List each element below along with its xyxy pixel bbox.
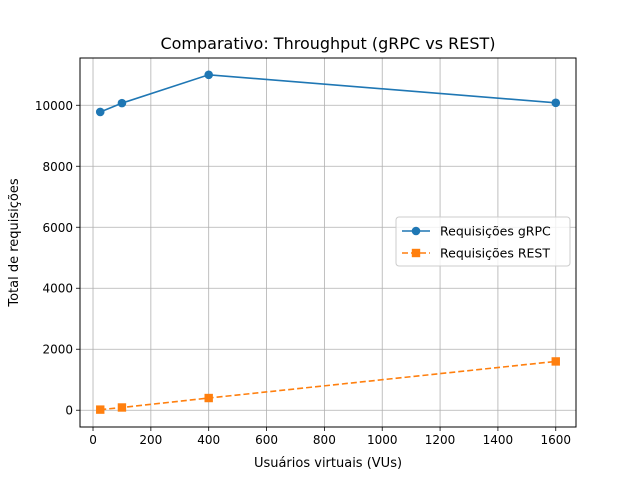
series-line-2 [100, 360, 556, 411]
legend-marker-2 [411, 248, 421, 258]
data-point-series-2 [96, 405, 105, 414]
y-tick-label: 0 [65, 404, 73, 418]
y-tick-label: 8000 [42, 160, 73, 174]
data-point-series-2 [551, 357, 560, 366]
y-tick-label: 4000 [42, 282, 73, 296]
legend-box [395, 216, 571, 267]
axis-ticks: 0 200 400 600 800 1000 1200 1400 1600 0 2000 4000 60… [35, 99, 571, 447]
x-tick-label: 800 [313, 433, 336, 447]
y-tick-label: 2000 [42, 343, 73, 357]
data-point-series-1 [551, 98, 561, 108]
data-point-series-2 [204, 393, 213, 403]
data-point-series-1 [95, 107, 105, 117]
x-tick-label: 1600 [540, 433, 571, 447]
grid [80, 58, 576, 427]
x-tick-label: 0 [89, 433, 97, 447]
x-tick-label: 1000 [367, 433, 398, 447]
plot-series [95, 70, 561, 414]
legend-label-1: Requisições gRPC [440, 224, 551, 239]
x-tick-label: 600 [255, 433, 278, 447]
y-axis-label: Total de requisições [7, 178, 22, 308]
x-tick-label: 200 [139, 433, 162, 447]
x-axis-label: Usuários virtuais (VUs) [254, 456, 402, 471]
x-tick-label: 400 [197, 433, 220, 447]
legend-marker-1 [411, 226, 421, 236]
data-point-series-1 [204, 70, 213, 80]
series-line-1 [99, 73, 556, 113]
legend: Requisições gRPC Requisições REST [395, 216, 571, 267]
x-tick-label: 1400 [483, 433, 514, 447]
plot-frame [79, 57, 577, 428]
legend-label-2: Requisições REST [440, 246, 550, 261]
x-tick-label: 1200 [425, 433, 456, 447]
chart-title: Comparativo: Throughput (gRPC vs REST) [160, 34, 495, 53]
data-point-series-1 [117, 98, 127, 108]
y-tick-label: 10000 [35, 99, 73, 113]
data-point-series-2 [117, 403, 127, 412]
y-tick-label: 6000 [42, 221, 73, 235]
